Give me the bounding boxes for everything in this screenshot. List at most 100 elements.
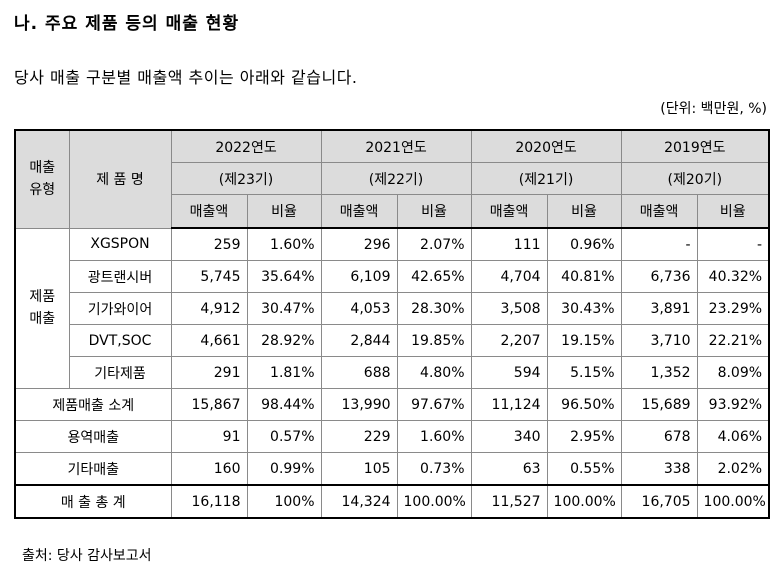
total-sales-ratio: 100.00% bbox=[696, 484, 770, 519]
total-sales-amount: 16,118 bbox=[170, 484, 248, 519]
sales-amount: 296 bbox=[320, 227, 398, 261]
sales-amount: 259 bbox=[170, 227, 248, 261]
summary-label: 용역매출 bbox=[14, 420, 172, 453]
product-name: 기타제품 bbox=[68, 356, 172, 389]
sales-ratio: 96.50% bbox=[546, 388, 622, 421]
sales-amount: 1,352 bbox=[620, 356, 698, 389]
sales-ratio: 93.92% bbox=[696, 388, 770, 421]
sales-amount: 4,661 bbox=[170, 324, 248, 357]
sales-ratio: - bbox=[696, 227, 770, 261]
sales-ratio: 97.67% bbox=[396, 388, 472, 421]
sales-ratio: 42.65% bbox=[396, 260, 472, 293]
header-year: 2019연도 bbox=[620, 129, 770, 163]
sales-amount: 3,508 bbox=[470, 292, 548, 325]
table-row: DVT,SOC 4,661 28.92% 2,844 19.85% 2,207 19.15%… bbox=[15, 324, 770, 357]
sales-amount: 678 bbox=[620, 420, 698, 453]
sales-amount: - bbox=[620, 227, 698, 261]
total-sales-amount: 11,527 bbox=[470, 484, 548, 519]
sales-ratio: 2.02% bbox=[696, 452, 770, 486]
sales-ratio: 23.29% bbox=[696, 292, 770, 325]
intro-text: 당사 매출 구분별 매출액 추이는 아래와 같습니다. bbox=[14, 68, 358, 87]
header-fiscal-term: (제21기) bbox=[470, 162, 622, 195]
product-group-label: 제품 매출 bbox=[14, 227, 70, 389]
sales-amount: 2,844 bbox=[320, 324, 398, 357]
total-sales-ratio: 100% bbox=[246, 484, 322, 519]
sales-ratio: 8.09% bbox=[696, 356, 770, 389]
total-sales-ratio: 100.00% bbox=[396, 484, 472, 519]
sales-ratio: 19.15% bbox=[546, 324, 622, 357]
sales-ratio: 98.44% bbox=[246, 388, 322, 421]
sales-amount: 291 bbox=[170, 356, 248, 389]
summary-label: 기타매출 bbox=[14, 452, 172, 486]
header-ratio: 비율 bbox=[246, 194, 322, 229]
sales-amount: 11,124 bbox=[470, 388, 548, 421]
sales-ratio: 2.95% bbox=[546, 420, 622, 453]
header-sales-amount: 매출액 bbox=[170, 194, 248, 229]
sales-amount: 4,053 bbox=[320, 292, 398, 325]
sales-amount: 4,912 bbox=[170, 292, 248, 325]
sales-amount: 6,736 bbox=[620, 260, 698, 293]
table-row: 용역매출 91 0.57% 229 1.60% 340 2.95% 678 4.06% bbox=[14, 420, 770, 453]
sales-ratio: 4.80% bbox=[396, 356, 472, 389]
sales-ratio: 35.64% bbox=[246, 260, 322, 293]
sales-ratio: 5.15% bbox=[546, 356, 622, 389]
sales-ratio: 1.60% bbox=[246, 227, 322, 261]
product-name: 광트랜시버 bbox=[68, 260, 172, 293]
header-product-name: 제 품 명 bbox=[68, 129, 172, 229]
section-heading: 나. 주요 제품 등의 매출 현황 bbox=[14, 14, 240, 34]
table-row: 기타제품 291 1.81% 688 4.80% 594 5.15% 1,352 8.09% bbox=[15, 356, 770, 389]
sales-amount: 13,990 bbox=[320, 388, 398, 421]
sales-ratio: 1.60% bbox=[396, 420, 472, 453]
sales-ratio: 40.81% bbox=[546, 260, 622, 293]
sales-ratio: 30.47% bbox=[246, 292, 322, 325]
table-row: 기가와이어 4,912 30.47% 4,053 28.30% 3,508 30.43% 3,… bbox=[15, 292, 770, 325]
header-sales-amount: 매출액 bbox=[470, 194, 548, 229]
sales-amount: 4,704 bbox=[470, 260, 548, 293]
sales-ratio: 4.06% bbox=[696, 420, 770, 453]
header-year: 2022연도 bbox=[170, 129, 322, 163]
product-name: XGSPON bbox=[68, 227, 172, 261]
product-name: DVT,SOC bbox=[68, 324, 172, 357]
sales-ratio: 40.32% bbox=[696, 260, 770, 293]
sales-amount: 6,109 bbox=[320, 260, 398, 293]
sales-amount: 5,745 bbox=[170, 260, 248, 293]
summary-label: 제품매출 소계 bbox=[14, 388, 172, 421]
sales-amount: 229 bbox=[320, 420, 398, 453]
header-fiscal-term: (제23기) bbox=[170, 162, 322, 195]
sales-ratio: 22.21% bbox=[696, 324, 770, 357]
sales-amount: 594 bbox=[470, 356, 548, 389]
sales-ratio: 28.92% bbox=[246, 324, 322, 357]
sales-amount: 15,689 bbox=[620, 388, 698, 421]
sales-amount: 688 bbox=[320, 356, 398, 389]
total-sales-amount: 16,705 bbox=[620, 484, 698, 519]
sales-amount: 338 bbox=[620, 452, 698, 486]
sales-amount: 340 bbox=[470, 420, 548, 453]
table-row: 제품 매출 XGSPON 259 1.60% 296 2.07% 111 0.96% - - bbox=[14, 227, 770, 389]
sales-amount: 105 bbox=[320, 452, 398, 486]
sales-amount: 63 bbox=[470, 452, 548, 486]
header-year: 2021연도 bbox=[320, 129, 472, 163]
sales-ratio: 0.73% bbox=[396, 452, 472, 486]
sales-amount: 15,867 bbox=[170, 388, 248, 421]
sales-ratio: 19.85% bbox=[396, 324, 472, 357]
total-sales-ratio: 100.00% bbox=[546, 484, 622, 519]
product-name: 기가와이어 bbox=[68, 292, 172, 325]
sales-amount: 160 bbox=[170, 452, 248, 486]
sales-ratio: 1.81% bbox=[246, 356, 322, 389]
header-ratio: 비율 bbox=[396, 194, 472, 229]
sales-ratio: 28.30% bbox=[396, 292, 472, 325]
table-row: 광트랜시버 5,745 35.64% 6,109 42.65% 4,704 40.81% 6,… bbox=[15, 260, 770, 293]
table-row: 기타매출 160 0.99% 105 0.73% 63 0.55% 338 2.02% bbox=[14, 452, 770, 486]
sales-amount: 111 bbox=[470, 227, 548, 261]
sales-ratio: 0.57% bbox=[246, 420, 322, 453]
sales-ratio: 0.99% bbox=[246, 452, 322, 486]
header-fiscal-term: (제20기) bbox=[620, 162, 770, 195]
sales-amount: 3,710 bbox=[620, 324, 698, 357]
header-year: 2020연도 bbox=[470, 129, 622, 163]
header-sales-type: 매출 유형 bbox=[14, 129, 70, 229]
sales-amount: 91 bbox=[170, 420, 248, 453]
sales-ratio: 2.07% bbox=[396, 227, 472, 261]
table-row: 제품매출 소계 15,867 98.44% 13,990 97.67% 11,124 96.… bbox=[14, 388, 770, 421]
header-ratio: 비율 bbox=[696, 194, 770, 229]
sales-ratio: 0.96% bbox=[546, 227, 622, 261]
